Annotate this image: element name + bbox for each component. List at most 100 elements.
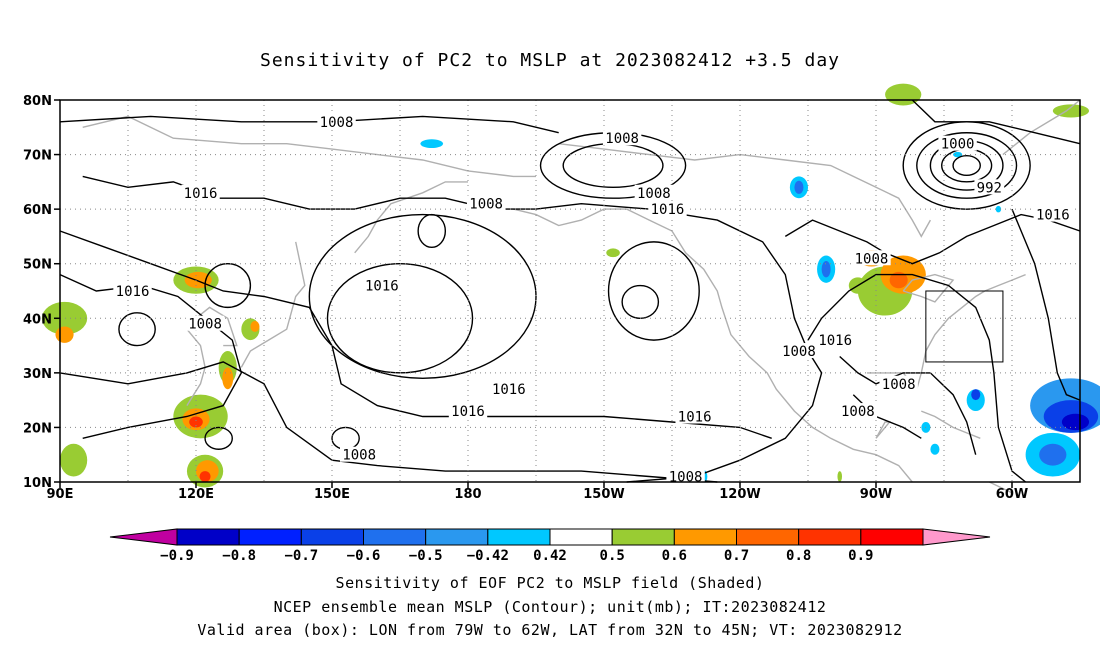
contour-label: 1008 <box>855 251 889 267</box>
lon-label: 150E <box>314 487 350 502</box>
contour-label-bg <box>675 408 714 424</box>
lat-label: 70N <box>23 149 52 164</box>
colorbar-swatch <box>736 528 800 546</box>
lat-label: 10N <box>23 476 52 491</box>
contour-label-bg <box>362 277 402 293</box>
colorbar-swatch <box>860 528 924 546</box>
colorbar-label: −0.5 <box>409 548 443 564</box>
graticule <box>60 100 1080 482</box>
contour-label: 1008 <box>782 344 816 360</box>
contour-label-bg <box>489 381 528 397</box>
footer-line-1: Sensitivity of EOF PC2 to MSLP field (Sh… <box>335 574 765 592</box>
lon-label: 90W <box>860 487 892 502</box>
contour-label: 1016 <box>116 284 150 300</box>
colorbar: −0.9 −0.8 −0.7 −0.6 −0.5 −0.42 0.42 0.5 0.6 0.7 0.… <box>109 528 991 564</box>
contour-label-bg <box>779 343 819 359</box>
colorbar-label: −0.42 <box>467 548 509 564</box>
contour-label-bg <box>648 201 687 217</box>
contour-label: 1016 <box>492 382 526 398</box>
contour-label: 1016 <box>818 333 852 349</box>
contour-label-bg <box>938 135 977 151</box>
lon-label: 180 <box>454 487 481 502</box>
lat-label: 40N <box>23 312 52 327</box>
contour-label: 992 <box>977 180 1002 196</box>
contour-label-bg <box>974 179 1005 195</box>
contour-label: 1008 <box>342 448 376 464</box>
footer-line-2: NCEP ensemble mean MSLP (Contour); unit(… <box>273 598 827 616</box>
colorbar-label: 0.8 <box>786 548 811 564</box>
map-frame <box>59 99 1081 483</box>
map-title: Sensitivity of PC2 to MSLP at 2023082412… <box>259 50 840 71</box>
colorbar-label: 0.5 <box>600 548 625 564</box>
contour-label: 1008 <box>469 197 503 213</box>
lat-label: 30N <box>23 367 52 382</box>
contour-label: 1016 <box>678 410 712 426</box>
footer-line-3: Valid area (box): LON from 79W to 62W, L… <box>197 621 903 639</box>
colorbar-swatch <box>549 528 613 546</box>
lat-label: 80N <box>23 94 52 109</box>
contour-label: 1016 <box>651 202 685 218</box>
colorbar-swatch <box>238 528 302 546</box>
colorbar-label: −0.7 <box>284 548 318 564</box>
contour-label-bg <box>181 184 220 200</box>
colorbar-swatch <box>487 528 551 546</box>
contour-label: 1008 <box>841 404 875 420</box>
lon-label: 60W <box>996 487 1028 502</box>
colorbar-swatch <box>798 528 862 546</box>
contour-label: 1008 <box>882 377 916 393</box>
colorbar-label: −0.9 <box>160 548 194 564</box>
contour-label-bg <box>317 113 356 129</box>
sensitivity-shading <box>41 83 1100 488</box>
contour-label-bg <box>113 283 152 298</box>
colorbar-high-triangle <box>922 528 991 546</box>
colorbar-label: −0.6 <box>347 548 381 564</box>
colorbar-swatch <box>300 528 365 546</box>
contour-label: 1008 <box>637 186 671 202</box>
colorbar-swatch <box>363 528 427 546</box>
colorbar-swatch <box>611 528 675 546</box>
contour-label: 1008 <box>605 131 639 147</box>
valid-box-outline <box>925 290 1004 363</box>
colorbar-label: 0.7 <box>724 548 749 564</box>
colorbar-low-triangle <box>109 528 178 546</box>
lat-label: 60N <box>23 203 52 218</box>
colorbar-label: 0.6 <box>662 548 687 564</box>
coastlines <box>82 99 1081 494</box>
contour-label-bg <box>634 184 674 200</box>
contour-label-bg <box>852 250 891 266</box>
contour-label: 1008 <box>669 470 703 486</box>
colorbar-label: 0.9 <box>848 548 873 564</box>
lat-label: 20N <box>23 421 52 436</box>
contour-label-bg <box>816 332 855 348</box>
contour-label: 1008 <box>320 115 354 131</box>
contour-label-bg <box>340 446 379 462</box>
contour-label-bg <box>448 403 488 419</box>
contour-label: 1016 <box>451 404 485 420</box>
lon-label: 90E <box>47 487 74 502</box>
colorbar-label: 0.42 <box>533 548 567 564</box>
lat-label: 50N <box>23 258 52 273</box>
contour-label: 1000 <box>941 137 975 153</box>
lon-label: 120W <box>719 487 760 502</box>
contour-label: 1008 <box>188 317 222 333</box>
contour-label-bg <box>602 130 642 146</box>
colorbar-label: −0.8 <box>222 548 256 564</box>
contour-label-bg <box>1033 206 1072 222</box>
contour-label: 1016 <box>365 279 399 295</box>
contour-label-bg <box>838 403 878 419</box>
contour-label-bg <box>666 468 705 484</box>
colorbar-swatch <box>425 528 489 546</box>
colorbar-swatch <box>673 528 737 546</box>
map-border <box>59 99 1081 483</box>
lon-label: 120E <box>178 487 214 502</box>
lon-label: 150W <box>583 487 624 502</box>
contour-label-bg <box>185 315 225 331</box>
colorbar-swatch <box>176 528 240 546</box>
valid-area-box <box>925 290 1004 363</box>
contour-label: 1016 <box>184 186 218 202</box>
contour-label-bg <box>879 375 918 391</box>
contour-label: 1016 <box>1036 208 1070 224</box>
